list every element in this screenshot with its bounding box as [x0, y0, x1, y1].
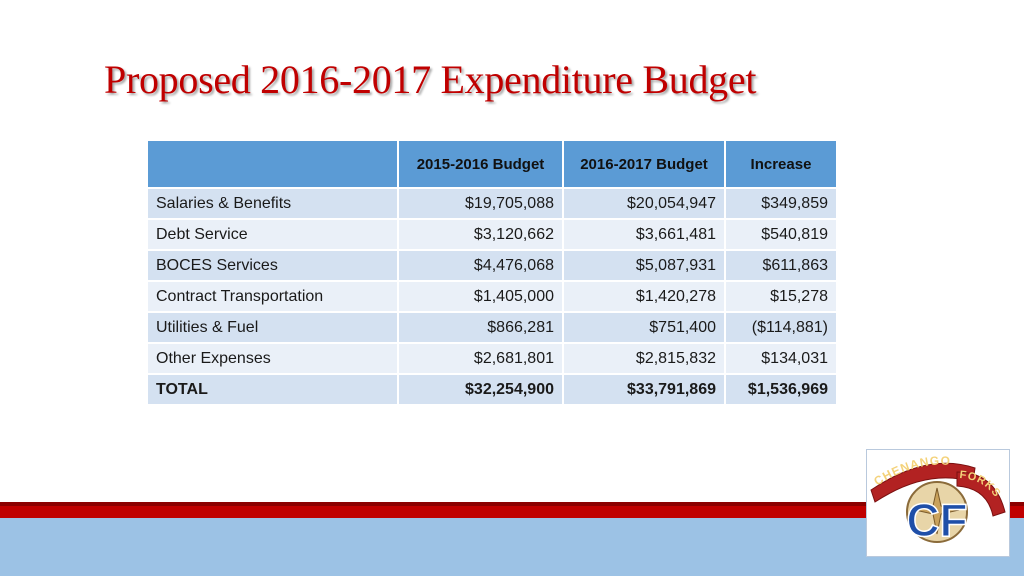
logo-monogram: CF — [906, 494, 967, 546]
total-2016-value: $33,791,869 — [563, 373, 726, 404]
increase-value: $611,863 — [725, 249, 836, 281]
budget-2015-value: $4,476,068 — [398, 249, 564, 281]
total-label: TOTAL — [148, 373, 399, 404]
row-label: BOCES Services — [148, 249, 399, 281]
table-row: Contract Transportation $1,405,000 $1,42… — [148, 280, 836, 312]
table-row: Utilities & Fuel $866,281 $751,400 ($114… — [148, 311, 836, 343]
table-total-row: TOTAL $32,254,900 $33,791,869 $1,536,969 — [148, 373, 836, 404]
footer-red-band — [0, 506, 1024, 518]
footer-dark-stripe — [0, 502, 1024, 506]
chenango-forks-logo-icon: CHENANGO FORKS CF — [870, 454, 1006, 547]
header-2015-2016-budget: 2015-2016 Budget — [398, 141, 564, 188]
budget-2016-value: $751,400 — [563, 311, 726, 343]
slide-title: Proposed 2016-2017 Expenditure Budget — [104, 57, 757, 102]
budget-2016-value: $3,661,481 — [563, 218, 726, 250]
budget-2016-value: $5,087,931 — [563, 249, 726, 281]
increase-value: $349,859 — [725, 187, 836, 219]
row-label: Salaries & Benefits — [148, 187, 399, 219]
budget-2015-value: $2,681,801 — [398, 342, 564, 374]
increase-value: $134,031 — [725, 342, 836, 374]
budget-2016-value: $20,054,947 — [563, 187, 726, 219]
table-row: Debt Service $3,120,662 $3,661,481 $540,… — [148, 218, 836, 250]
row-label: Utilities & Fuel — [148, 311, 399, 343]
budget-2016-value: $1,420,278 — [563, 280, 726, 312]
total-increase-value: $1,536,969 — [725, 373, 836, 404]
budget-2016-value: $2,815,832 — [563, 342, 726, 374]
total-2015-value: $32,254,900 — [398, 373, 564, 404]
table-row: Salaries & Benefits $19,705,088 $20,054,… — [148, 187, 836, 219]
row-label: Contract Transportation — [148, 280, 399, 312]
increase-value: $540,819 — [725, 218, 836, 250]
increase-value: ($114,881) — [725, 311, 836, 343]
header-increase: Increase — [725, 141, 836, 188]
table-row: Other Expenses $2,681,801 $2,815,832 $13… — [148, 342, 836, 374]
increase-value: $15,278 — [725, 280, 836, 312]
budget-2015-value: $19,705,088 — [398, 187, 564, 219]
header-2016-2017-budget: 2016-2017 Budget — [563, 141, 726, 188]
budget-2015-value: $1,405,000 — [398, 280, 564, 312]
table-row: BOCES Services $4,476,068 $5,087,931 $61… — [148, 249, 836, 281]
row-label: Other Expenses — [148, 342, 399, 374]
budget-2015-value: $3,120,662 — [398, 218, 564, 250]
budget-2015-value: $866,281 — [398, 311, 564, 343]
school-logo: CHENANGO FORKS CF — [866, 449, 1010, 557]
header-blank — [148, 141, 399, 188]
row-label: Debt Service — [148, 218, 399, 250]
table-header-row: 2015-2016 Budget 2016-2017 Budget Increa… — [148, 141, 836, 188]
footer-blue-band — [0, 518, 1024, 576]
budget-table: 2015-2016 Budget 2016-2017 Budget Increa… — [148, 141, 836, 404]
